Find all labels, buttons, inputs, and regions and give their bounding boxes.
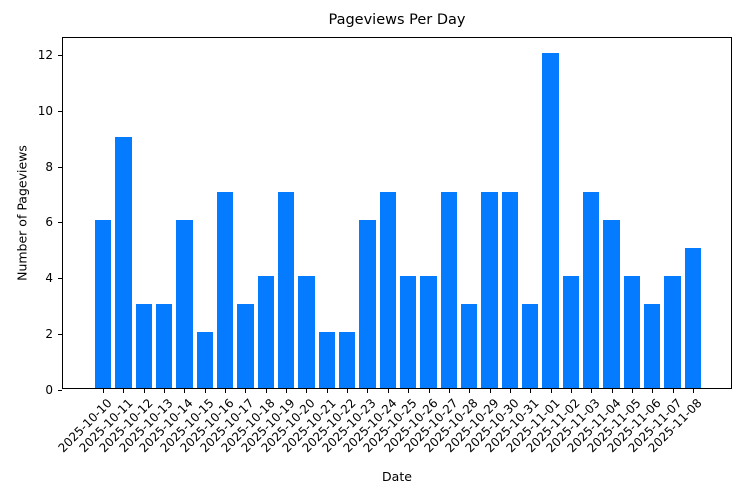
x-tick bbox=[286, 389, 288, 393]
bar-2025-10-10 bbox=[95, 220, 112, 388]
plot-area: 2025-10-10 2025-10-11 2025-10-12 2025-10-13… bbox=[38, 37, 732, 455]
x-tick bbox=[631, 389, 633, 393]
bar-2025-10-12 bbox=[135, 304, 152, 388]
bar-2025-11-05 bbox=[623, 276, 640, 388]
y-tick-label: 8 bbox=[45, 159, 53, 174]
x-tick bbox=[672, 389, 674, 393]
x-tick bbox=[550, 389, 552, 393]
bar-2025-10-26 bbox=[420, 276, 437, 388]
bar-2025-10-27 bbox=[440, 192, 457, 388]
bar-2025-11-07 bbox=[664, 276, 681, 388]
bar-2025-10-28 bbox=[461, 304, 478, 388]
x-tick bbox=[265, 389, 267, 393]
y-tick bbox=[58, 54, 62, 56]
y-tick bbox=[58, 166, 62, 168]
bar-2025-10-22 bbox=[339, 332, 356, 388]
x-tick bbox=[428, 389, 430, 393]
x-tick bbox=[143, 389, 145, 393]
x-tick bbox=[611, 389, 613, 393]
x-tick bbox=[509, 389, 511, 393]
x-tick bbox=[204, 389, 206, 393]
bar-2025-10-21 bbox=[318, 332, 335, 388]
y-tick-label: 6 bbox=[45, 215, 53, 230]
bar-2025-10-15 bbox=[196, 332, 213, 388]
x-tick bbox=[367, 389, 369, 393]
bar-2025-10-30 bbox=[501, 192, 518, 388]
bar-2025-10-29 bbox=[481, 192, 498, 388]
x-tick bbox=[326, 389, 328, 393]
y-tick bbox=[58, 278, 62, 280]
x-tick bbox=[591, 389, 593, 393]
bar-2025-10-31 bbox=[522, 304, 539, 388]
bar-2025-10-20 bbox=[298, 276, 315, 388]
bar-2025-10-18 bbox=[257, 276, 274, 388]
x-tick bbox=[123, 389, 125, 393]
x-tick bbox=[530, 389, 532, 393]
bar-2025-10-13 bbox=[156, 304, 173, 388]
y-tick bbox=[58, 390, 62, 391]
bar-2025-10-17 bbox=[237, 304, 254, 388]
x-tick bbox=[184, 389, 186, 393]
bar-2025-10-24 bbox=[379, 192, 396, 388]
y-tick-label: 2 bbox=[45, 327, 53, 342]
x-tick bbox=[570, 389, 572, 393]
chart-title: Pageviews Per Day bbox=[328, 12, 466, 28]
bar-2025-10-23 bbox=[359, 220, 376, 388]
bar-2025-10-25 bbox=[400, 276, 417, 388]
x-tick bbox=[652, 389, 654, 393]
x-tick bbox=[448, 389, 450, 393]
bar-2025-10-16 bbox=[217, 192, 234, 388]
y-tick-label: 0 bbox=[45, 383, 53, 397]
bar-2025-11-03 bbox=[583, 192, 600, 388]
bar-2025-11-02 bbox=[562, 276, 579, 388]
x-axis-label: Date bbox=[382, 469, 412, 484]
y-tick bbox=[58, 110, 62, 112]
x-tick bbox=[387, 389, 389, 393]
x-tick bbox=[692, 389, 694, 393]
x-tick bbox=[469, 389, 471, 393]
x-tick bbox=[103, 389, 105, 393]
y-tick bbox=[58, 334, 62, 336]
x-tick bbox=[408, 389, 410, 393]
bar-2025-11-04 bbox=[603, 220, 620, 388]
y-tick-label: 10 bbox=[37, 103, 53, 118]
bar-2025-10-11 bbox=[115, 136, 132, 388]
bar-2025-11-01 bbox=[542, 52, 559, 388]
bar-2025-10-14 bbox=[176, 220, 193, 388]
x-tick bbox=[306, 389, 308, 393]
bar-2025-11-08 bbox=[684, 248, 701, 388]
y-tick bbox=[58, 222, 62, 224]
x-tick bbox=[245, 389, 247, 393]
x-tick bbox=[489, 389, 491, 393]
y-tick-label: 4 bbox=[45, 271, 53, 286]
bar-2025-10-19 bbox=[278, 192, 295, 388]
y-tick-label: 12 bbox=[37, 47, 53, 62]
x-tick bbox=[225, 389, 227, 393]
bar-2025-11-06 bbox=[644, 304, 661, 388]
x-tick bbox=[347, 389, 349, 393]
x-tick bbox=[164, 389, 166, 393]
